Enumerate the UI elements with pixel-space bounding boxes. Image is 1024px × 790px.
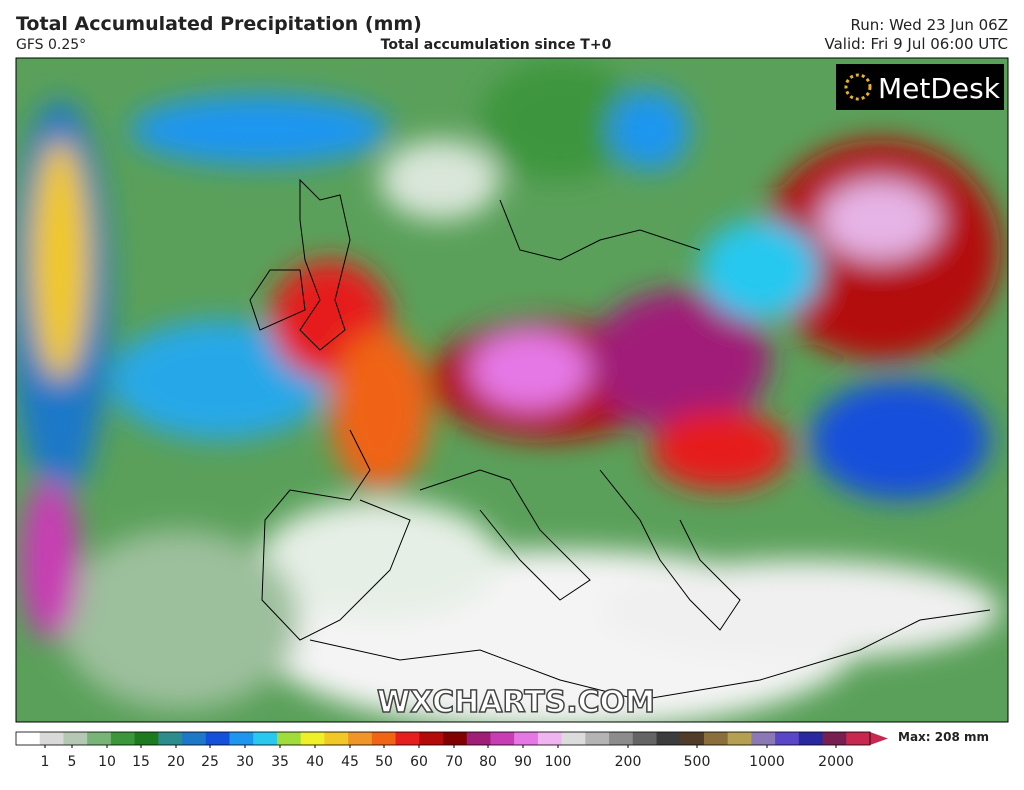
colorbar-cell xyxy=(775,732,800,745)
colorbar-cell xyxy=(182,732,207,745)
colorbar-cell xyxy=(276,732,302,745)
logo-icon xyxy=(844,73,872,101)
colorbar-cell xyxy=(134,732,159,745)
colorbar-tick-label: 1000 xyxy=(749,754,785,770)
colorbar-cell xyxy=(561,732,586,745)
watermark: WXCHARTS.COM xyxy=(377,685,655,720)
colorbar-cell xyxy=(466,732,491,745)
colorbar-cell xyxy=(110,732,136,745)
map-frame xyxy=(15,57,1009,723)
colorbar-cell xyxy=(846,732,871,745)
colorbar-cell xyxy=(822,732,847,745)
subtitle: Total accumulation since T+0 xyxy=(381,37,612,53)
colorbar-tick-label: 20 xyxy=(167,754,185,770)
colorbar-cell xyxy=(63,732,88,745)
colorbar-tick-label: 50 xyxy=(375,754,393,770)
colorbar-tick-label: 100 xyxy=(545,754,572,770)
colorbar-cell xyxy=(205,732,230,745)
colorbar-cell xyxy=(727,732,752,745)
colorbar-cell xyxy=(585,732,610,745)
title: Total Accumulated Precipitation (mm) xyxy=(16,13,422,35)
colorbar-tick-label: 5 xyxy=(68,754,77,770)
colorbar-cell xyxy=(87,732,112,745)
colorbar-tick-label: 35 xyxy=(271,754,289,770)
model: GFS 0.25° xyxy=(16,37,86,53)
colorbar-tick-label: 2000 xyxy=(818,754,854,770)
colorbar-tick-label: 45 xyxy=(341,754,359,770)
max-label: Max: 208 mm xyxy=(898,730,989,744)
colorbar-arrow xyxy=(870,732,888,745)
colorbar-cell xyxy=(371,732,397,745)
colorbar-tick-label: 500 xyxy=(684,754,711,770)
colorbar-tick-label: 200 xyxy=(615,754,642,770)
colorbar-tick-label: 90 xyxy=(514,754,532,770)
colorbar-cell xyxy=(751,732,776,745)
colorbar-cell xyxy=(395,732,420,745)
colorbar-cell xyxy=(300,732,325,745)
colorbar-tick-label: 60 xyxy=(410,754,428,770)
logo: MetDesk xyxy=(878,72,1001,105)
colorbar-cell xyxy=(632,732,657,745)
colorbar-cell xyxy=(798,732,824,745)
colorbar-cell xyxy=(16,732,41,745)
colorbar-tick-label: 80 xyxy=(479,754,497,770)
map: MetDesk WXCHARTS.COM xyxy=(16,58,1008,722)
colorbar-cell xyxy=(158,732,183,745)
colorbar-cell xyxy=(253,732,278,745)
colorbar-tick-label: 10 xyxy=(98,754,116,770)
colorbar-cell xyxy=(490,732,515,745)
colorbar-cell xyxy=(443,732,468,745)
valid: Valid: Fri 9 Jul 06:00 UTC xyxy=(824,35,1008,53)
colorbar-tick-label: 25 xyxy=(201,754,219,770)
colorbar-cell xyxy=(537,732,563,745)
colorbar-cell xyxy=(229,732,254,745)
colorbar-cell xyxy=(680,732,705,745)
colorbar-cell xyxy=(514,732,539,745)
colorbar-cell xyxy=(39,732,64,745)
logo-box xyxy=(836,64,1004,110)
colorbar-tick-label: 70 xyxy=(445,754,463,770)
colorbar-tick-label: 15 xyxy=(132,754,150,770)
colorbar-cell xyxy=(656,732,681,745)
colorbar-cell xyxy=(324,732,349,745)
run: Run: Wed 23 Jun 06Z xyxy=(851,16,1008,34)
colorbar-tick-label: 40 xyxy=(306,754,324,770)
colorbar-cell xyxy=(348,732,373,745)
colorbar-tick-label: 30 xyxy=(236,754,254,770)
colorbar-tick-label: 1 xyxy=(41,754,50,770)
colorbar-cell xyxy=(609,732,634,745)
colorbar-cell xyxy=(703,732,729,745)
colorbar-cell xyxy=(419,732,444,745)
colorbar: 1 5 10 15 20 25 30 35 40 45 50 60 70 80 90 100 200 500 100… xyxy=(15,731,888,770)
colorbar-frame xyxy=(15,731,871,746)
